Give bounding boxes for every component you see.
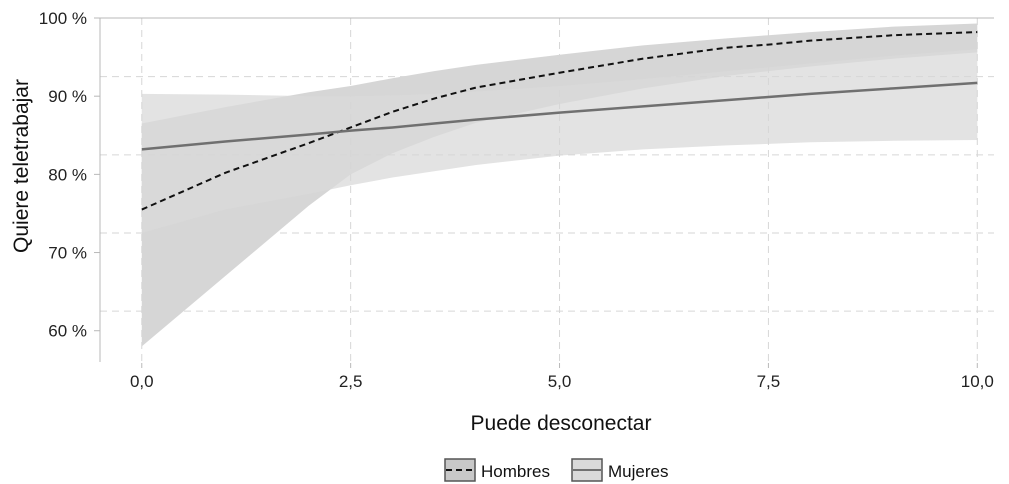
series-lines <box>141 31 978 211</box>
legend: Hombres Mujeres <box>444 458 668 482</box>
x-tick-label: 7,5 <box>757 372 781 391</box>
legend-key-hombres <box>444 458 476 482</box>
legend-key-mujeres <box>571 458 603 482</box>
series-line-mujeres <box>141 81 978 151</box>
y-axis-title: Quiere teletrabajar <box>10 79 33 253</box>
x-tick-label: 2,5 <box>339 372 363 391</box>
x-tick-label: 0,0 <box>130 372 154 391</box>
x-axis-ticks: 0,0 2,5 5,0 7,5 10,0 <box>130 363 994 391</box>
y-tick-label: 60 % <box>48 322 87 341</box>
x-tick-label: 5,0 <box>548 372 572 391</box>
y-axis-ticks: 60 % 70 % 80 % 90 % 100 % <box>39 9 100 341</box>
y-tick-label: 100 % <box>39 9 87 28</box>
axes <box>99 17 994 362</box>
legend-label-hombres: Hombres <box>481 462 550 481</box>
y-tick-label: 70 % <box>48 244 87 263</box>
y-tick-label: 80 % <box>48 165 87 184</box>
y-tick-label: 90 % <box>48 87 87 106</box>
legend-label-mujeres: Mujeres <box>608 462 668 481</box>
x-tick-label: 10,0 <box>961 372 994 391</box>
gridlines <box>100 18 994 362</box>
x-axis-title: Puede desconectar <box>471 412 652 435</box>
